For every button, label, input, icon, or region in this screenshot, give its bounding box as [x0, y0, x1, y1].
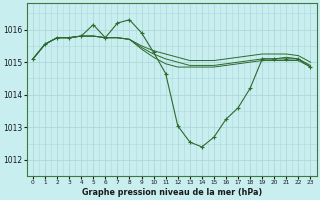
X-axis label: Graphe pression niveau de la mer (hPa): Graphe pression niveau de la mer (hPa): [82, 188, 262, 197]
